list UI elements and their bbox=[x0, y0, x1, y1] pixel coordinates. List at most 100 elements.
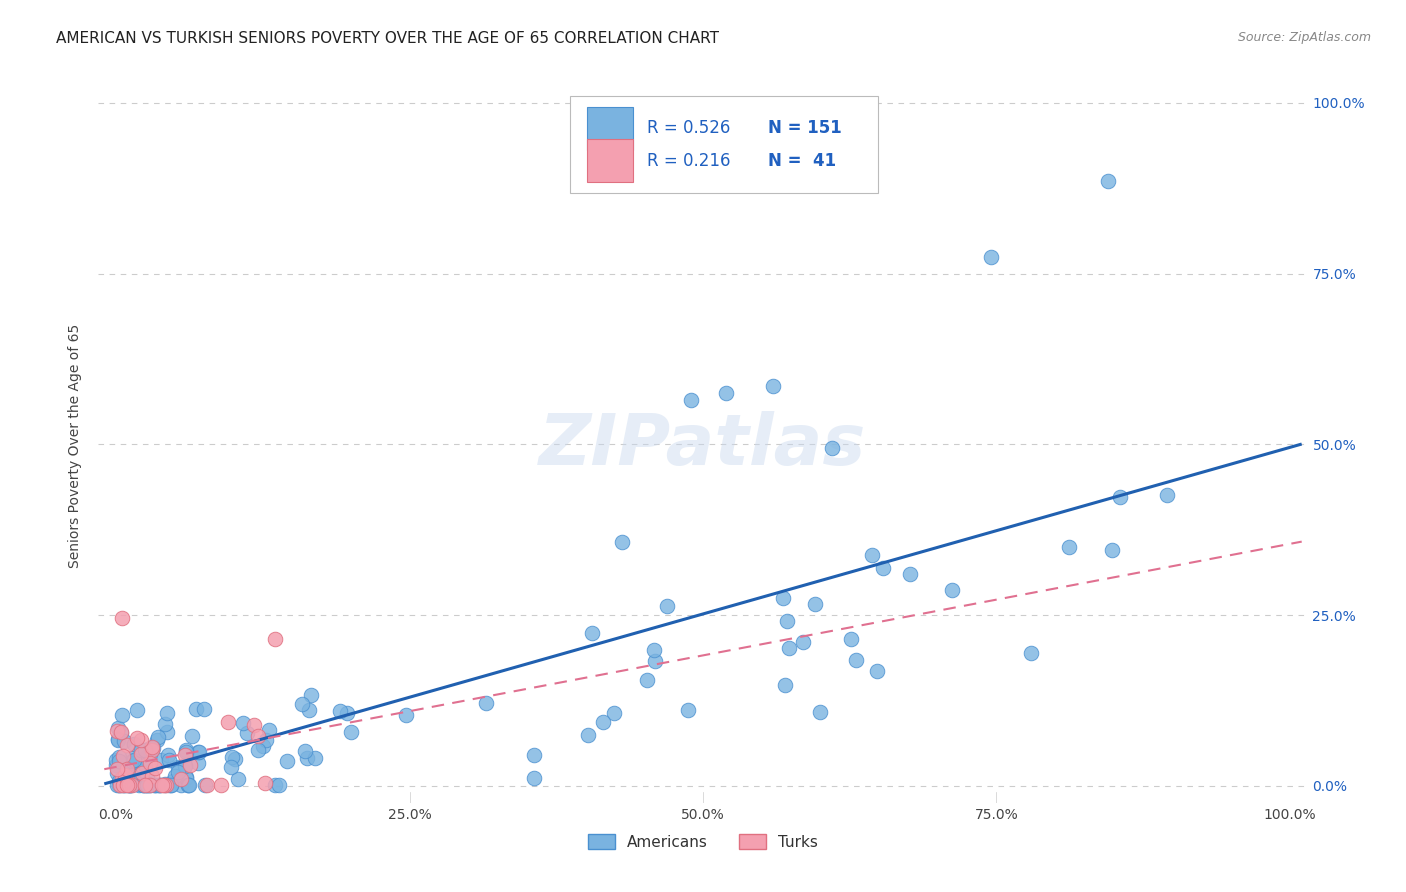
Point bbox=[636, 673, 658, 687]
Point bbox=[236, 726, 259, 740]
Point bbox=[776, 614, 799, 628]
Point bbox=[155, 725, 177, 739]
Point bbox=[108, 754, 131, 768]
Point bbox=[165, 769, 187, 783]
FancyBboxPatch shape bbox=[569, 96, 879, 193]
Point bbox=[132, 778, 155, 792]
Point bbox=[592, 714, 614, 729]
Point bbox=[143, 778, 166, 792]
Point bbox=[149, 778, 172, 792]
Point bbox=[111, 778, 134, 792]
Point bbox=[129, 732, 152, 747]
Point bbox=[148, 778, 170, 792]
Point bbox=[111, 611, 134, 625]
FancyBboxPatch shape bbox=[586, 139, 633, 182]
Point bbox=[170, 772, 193, 786]
Text: N =  41: N = 41 bbox=[768, 152, 837, 169]
Point bbox=[804, 597, 827, 611]
Point bbox=[224, 752, 246, 766]
Point bbox=[125, 703, 148, 717]
Point bbox=[112, 734, 135, 748]
Y-axis label: Seniors Poverty Over the Age of 65: Seniors Poverty Over the Age of 65 bbox=[69, 324, 83, 568]
Point bbox=[177, 778, 200, 792]
Point bbox=[111, 778, 134, 792]
Point bbox=[120, 778, 142, 792]
Point bbox=[159, 778, 181, 792]
Point bbox=[105, 778, 128, 792]
Point bbox=[612, 535, 634, 549]
Point bbox=[148, 778, 170, 792]
Text: Source: ZipAtlas.com: Source: ZipAtlas.com bbox=[1237, 31, 1371, 45]
Point bbox=[105, 724, 128, 739]
Point bbox=[156, 706, 179, 720]
Point bbox=[110, 725, 132, 739]
Point bbox=[1059, 540, 1081, 554]
Point bbox=[139, 741, 162, 756]
Point bbox=[135, 778, 157, 792]
Point bbox=[117, 778, 139, 792]
Point bbox=[110, 778, 132, 792]
Point bbox=[845, 653, 868, 667]
Point bbox=[114, 778, 136, 792]
Point bbox=[778, 640, 800, 655]
Point bbox=[290, 698, 312, 712]
Point bbox=[111, 707, 134, 722]
Point bbox=[269, 778, 291, 792]
Point bbox=[294, 744, 316, 758]
Point bbox=[193, 702, 215, 716]
Point bbox=[118, 778, 141, 792]
Point bbox=[157, 753, 180, 767]
Point bbox=[111, 771, 134, 785]
Point bbox=[475, 697, 498, 711]
Point bbox=[134, 751, 156, 765]
Point bbox=[181, 729, 204, 743]
Point bbox=[242, 717, 264, 731]
Point bbox=[142, 741, 165, 756]
Point bbox=[131, 766, 153, 780]
Point bbox=[194, 778, 217, 792]
Point bbox=[299, 688, 322, 702]
Point bbox=[655, 599, 678, 613]
Point bbox=[167, 760, 190, 774]
Point bbox=[117, 739, 139, 753]
Point bbox=[160, 778, 183, 792]
Point bbox=[121, 754, 143, 768]
Point bbox=[177, 778, 200, 792]
Point bbox=[146, 733, 169, 747]
Point bbox=[118, 778, 141, 792]
Point bbox=[860, 548, 883, 562]
Point bbox=[145, 778, 167, 792]
Point bbox=[297, 703, 319, 717]
Point bbox=[246, 742, 269, 756]
Point bbox=[105, 753, 128, 767]
Point bbox=[107, 733, 129, 747]
Point bbox=[153, 777, 176, 791]
Legend: Americans, Turks: Americans, Turks bbox=[582, 828, 824, 855]
Point bbox=[576, 728, 599, 742]
Point bbox=[117, 763, 139, 777]
Point bbox=[336, 706, 359, 720]
Point bbox=[135, 771, 157, 785]
Text: N = 151: N = 151 bbox=[768, 120, 842, 137]
FancyBboxPatch shape bbox=[586, 107, 633, 150]
Point bbox=[121, 778, 143, 792]
Point bbox=[138, 778, 160, 792]
Point bbox=[866, 664, 889, 678]
Point bbox=[134, 778, 156, 792]
Point bbox=[157, 748, 180, 763]
Point bbox=[110, 726, 132, 740]
Point bbox=[775, 678, 797, 692]
Point bbox=[117, 772, 139, 787]
Point bbox=[162, 773, 184, 788]
Text: AMERICAN VS TURKISH SENIORS POVERTY OVER THE AGE OF 65 CORRELATION CHART: AMERICAN VS TURKISH SENIORS POVERTY OVER… bbox=[56, 31, 720, 46]
Point bbox=[1019, 646, 1042, 660]
Point bbox=[138, 778, 160, 792]
Point bbox=[1109, 490, 1132, 504]
Point bbox=[184, 702, 207, 716]
Point bbox=[108, 778, 131, 792]
Point bbox=[263, 632, 285, 646]
Point bbox=[118, 778, 141, 792]
Point bbox=[143, 761, 166, 775]
Point bbox=[188, 745, 211, 759]
Text: ZIPatlas: ZIPatlas bbox=[540, 411, 866, 481]
